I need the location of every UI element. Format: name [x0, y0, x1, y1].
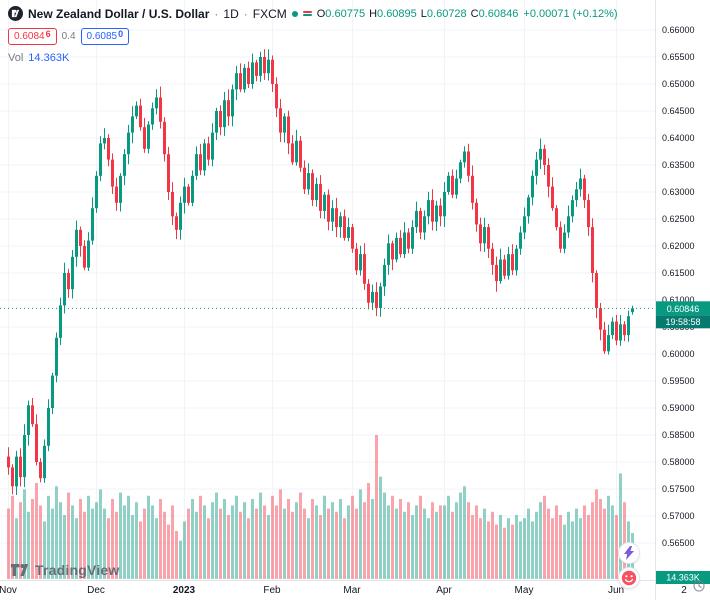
tradingview-logo-icon: [10, 563, 29, 577]
svg-text:Dec: Dec: [87, 585, 105, 596]
svg-text:Apr: Apr: [436, 585, 452, 596]
buy-price-button[interactable]: 0.6085 0: [80, 28, 130, 45]
spread-value: 0.4: [61, 31, 76, 42]
svg-text:0.64000: 0.64000: [662, 133, 695, 143]
grid-layer: [0, 0, 655, 580]
bid-last-digit: 6: [45, 29, 51, 39]
high-value: 0.60895: [377, 7, 417, 20]
lightning-icon: [624, 546, 634, 560]
svg-text:2: 2: [681, 585, 687, 596]
symbol-title[interactable]: New Zealand Dollar / U.S. Dollar: [28, 6, 210, 21]
svg-text:0.63000: 0.63000: [662, 187, 695, 197]
svg-text:0.57000: 0.57000: [662, 511, 695, 521]
countdown-badge: [656, 315, 710, 329]
svg-text:0.65500: 0.65500: [662, 52, 695, 62]
svg-text:0.59500: 0.59500: [662, 376, 695, 386]
time-axis[interactable]: Nov Dec 2023 Feb Mar Apr May Jun 2: [0, 585, 687, 596]
volume-axis-badge: 14.363K: [656, 571, 710, 584]
svg-text:Feb: Feb: [263, 585, 281, 596]
svg-text:14.363K: 14.363K: [666, 573, 700, 583]
sentiment-button[interactable]: [618, 567, 640, 589]
close-label: C: [470, 7, 479, 20]
low-value: 0.60728: [426, 7, 467, 20]
svg-text:0.58500: 0.58500: [662, 430, 695, 440]
interval-label[interactable]: 1D: [223, 6, 239, 21]
market-status-dot-icon[interactable]: [291, 10, 298, 17]
svg-text:Jun: Jun: [608, 585, 624, 596]
sell-price-button[interactable]: 0.6084 6: [8, 28, 57, 45]
separator: ·: [214, 6, 219, 21]
svg-text:0.56500: 0.56500: [662, 538, 695, 548]
ohlc-readout: O0.60775 H0.60895 L0.60728 C0.60846: [317, 8, 519, 20]
smiley-icon: [621, 570, 637, 586]
ask-price: 0.6085: [86, 31, 118, 42]
last-price-badge: 0.60846 19:58:58: [656, 301, 710, 329]
ohlc-values-icon[interactable]: [302, 11, 312, 16]
svg-text:0.60846: 0.60846: [667, 304, 700, 314]
change-value: +0.00071 (+0.12%): [523, 7, 618, 20]
open-value: 0.60775: [325, 7, 366, 20]
svg-text:0.64500: 0.64500: [662, 106, 695, 116]
svg-text:0.57500: 0.57500: [662, 484, 695, 494]
tradingview-logo-text: TradingView: [35, 562, 120, 578]
separator: ·: [243, 6, 248, 21]
svg-text:0.66000: 0.66000: [662, 25, 695, 35]
symbol-logo-icon[interactable]: [8, 6, 23, 21]
svg-text:Nov: Nov: [0, 585, 17, 596]
volume-layer: [7, 435, 634, 579]
legend-title-row: New Zealand Dollar / U.S. Dollar · 1D · …: [8, 6, 618, 21]
exchange-label[interactable]: FXCM: [252, 6, 287, 21]
candles-layer: [7, 49, 634, 495]
bid-ask-row: 0.6084 6 0.4 0.6085 0: [8, 28, 618, 45]
svg-text:0.62500: 0.62500: [662, 214, 695, 224]
svg-text:0.61500: 0.61500: [662, 268, 695, 278]
svg-text:0.58000: 0.58000: [662, 457, 695, 467]
svg-text:0.63500: 0.63500: [662, 160, 695, 170]
close-value: 0.60846: [478, 7, 519, 20]
low-label: L: [420, 7, 427, 20]
svg-text:0.59000: 0.59000: [662, 403, 695, 413]
timezone-clock-icon[interactable]: [693, 579, 705, 597]
svg-text:0.65000: 0.65000: [662, 79, 695, 89]
ask-last-digit: 0: [118, 29, 124, 39]
tradingview-logo[interactable]: TradingView: [10, 562, 119, 578]
svg-text:0.61000: 0.61000: [662, 295, 695, 305]
volume-indicator-value: 14.363K: [28, 52, 70, 64]
price-axis[interactable]: 0.66000 0.65500 0.65000 0.64500 0.64000 0.635…: [662, 25, 695, 548]
chart-legend: New Zealand Dollar / U.S. Dollar · 1D · …: [8, 6, 618, 71]
open-label: O: [316, 7, 326, 20]
high-label: H: [369, 7, 378, 20]
svg-text:Mar: Mar: [343, 585, 361, 596]
volume-indicator-label[interactable]: Vol: [8, 52, 24, 64]
svg-text:0.60000: 0.60000: [662, 349, 695, 359]
svg-text:19:58:58: 19:58:58: [665, 317, 700, 327]
svg-text:2023: 2023: [173, 585, 196, 596]
lightning-button[interactable]: [618, 542, 640, 564]
floating-buttons: [618, 542, 640, 589]
svg-text:0.62000: 0.62000: [662, 241, 695, 251]
svg-text:May: May: [515, 585, 534, 596]
bid-price: 0.6084: [14, 31, 45, 42]
volume-legend-row: Vol 14.363K: [8, 52, 618, 64]
